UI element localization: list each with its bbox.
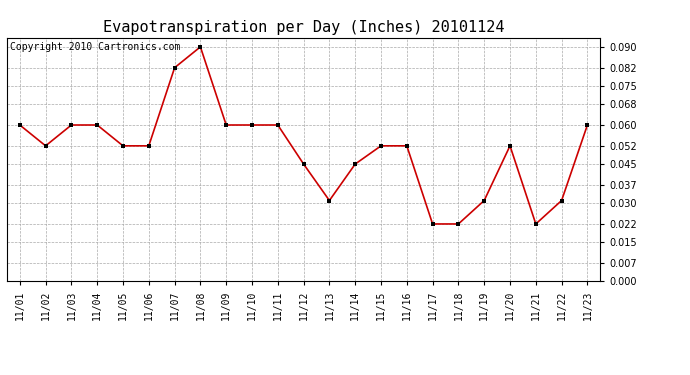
Point — [556, 198, 567, 204]
Point — [402, 143, 413, 149]
Point — [221, 122, 232, 128]
Point — [195, 44, 206, 50]
Title: Evapotranspiration per Day (Inches) 20101124: Evapotranspiration per Day (Inches) 2010… — [103, 20, 504, 35]
Point — [375, 143, 386, 149]
Point — [14, 122, 26, 128]
Point — [453, 221, 464, 227]
Point — [40, 143, 51, 149]
Point — [531, 221, 542, 227]
Point — [246, 122, 257, 128]
Point — [324, 198, 335, 204]
Point — [144, 143, 155, 149]
Point — [582, 122, 593, 128]
Point — [66, 122, 77, 128]
Point — [298, 161, 309, 167]
Point — [350, 161, 361, 167]
Text: Copyright 2010 Cartronics.com: Copyright 2010 Cartronics.com — [10, 42, 180, 52]
Point — [479, 198, 490, 204]
Point — [92, 122, 103, 128]
Point — [504, 143, 515, 149]
Point — [117, 143, 128, 149]
Point — [169, 65, 180, 71]
Point — [273, 122, 284, 128]
Point — [427, 221, 438, 227]
